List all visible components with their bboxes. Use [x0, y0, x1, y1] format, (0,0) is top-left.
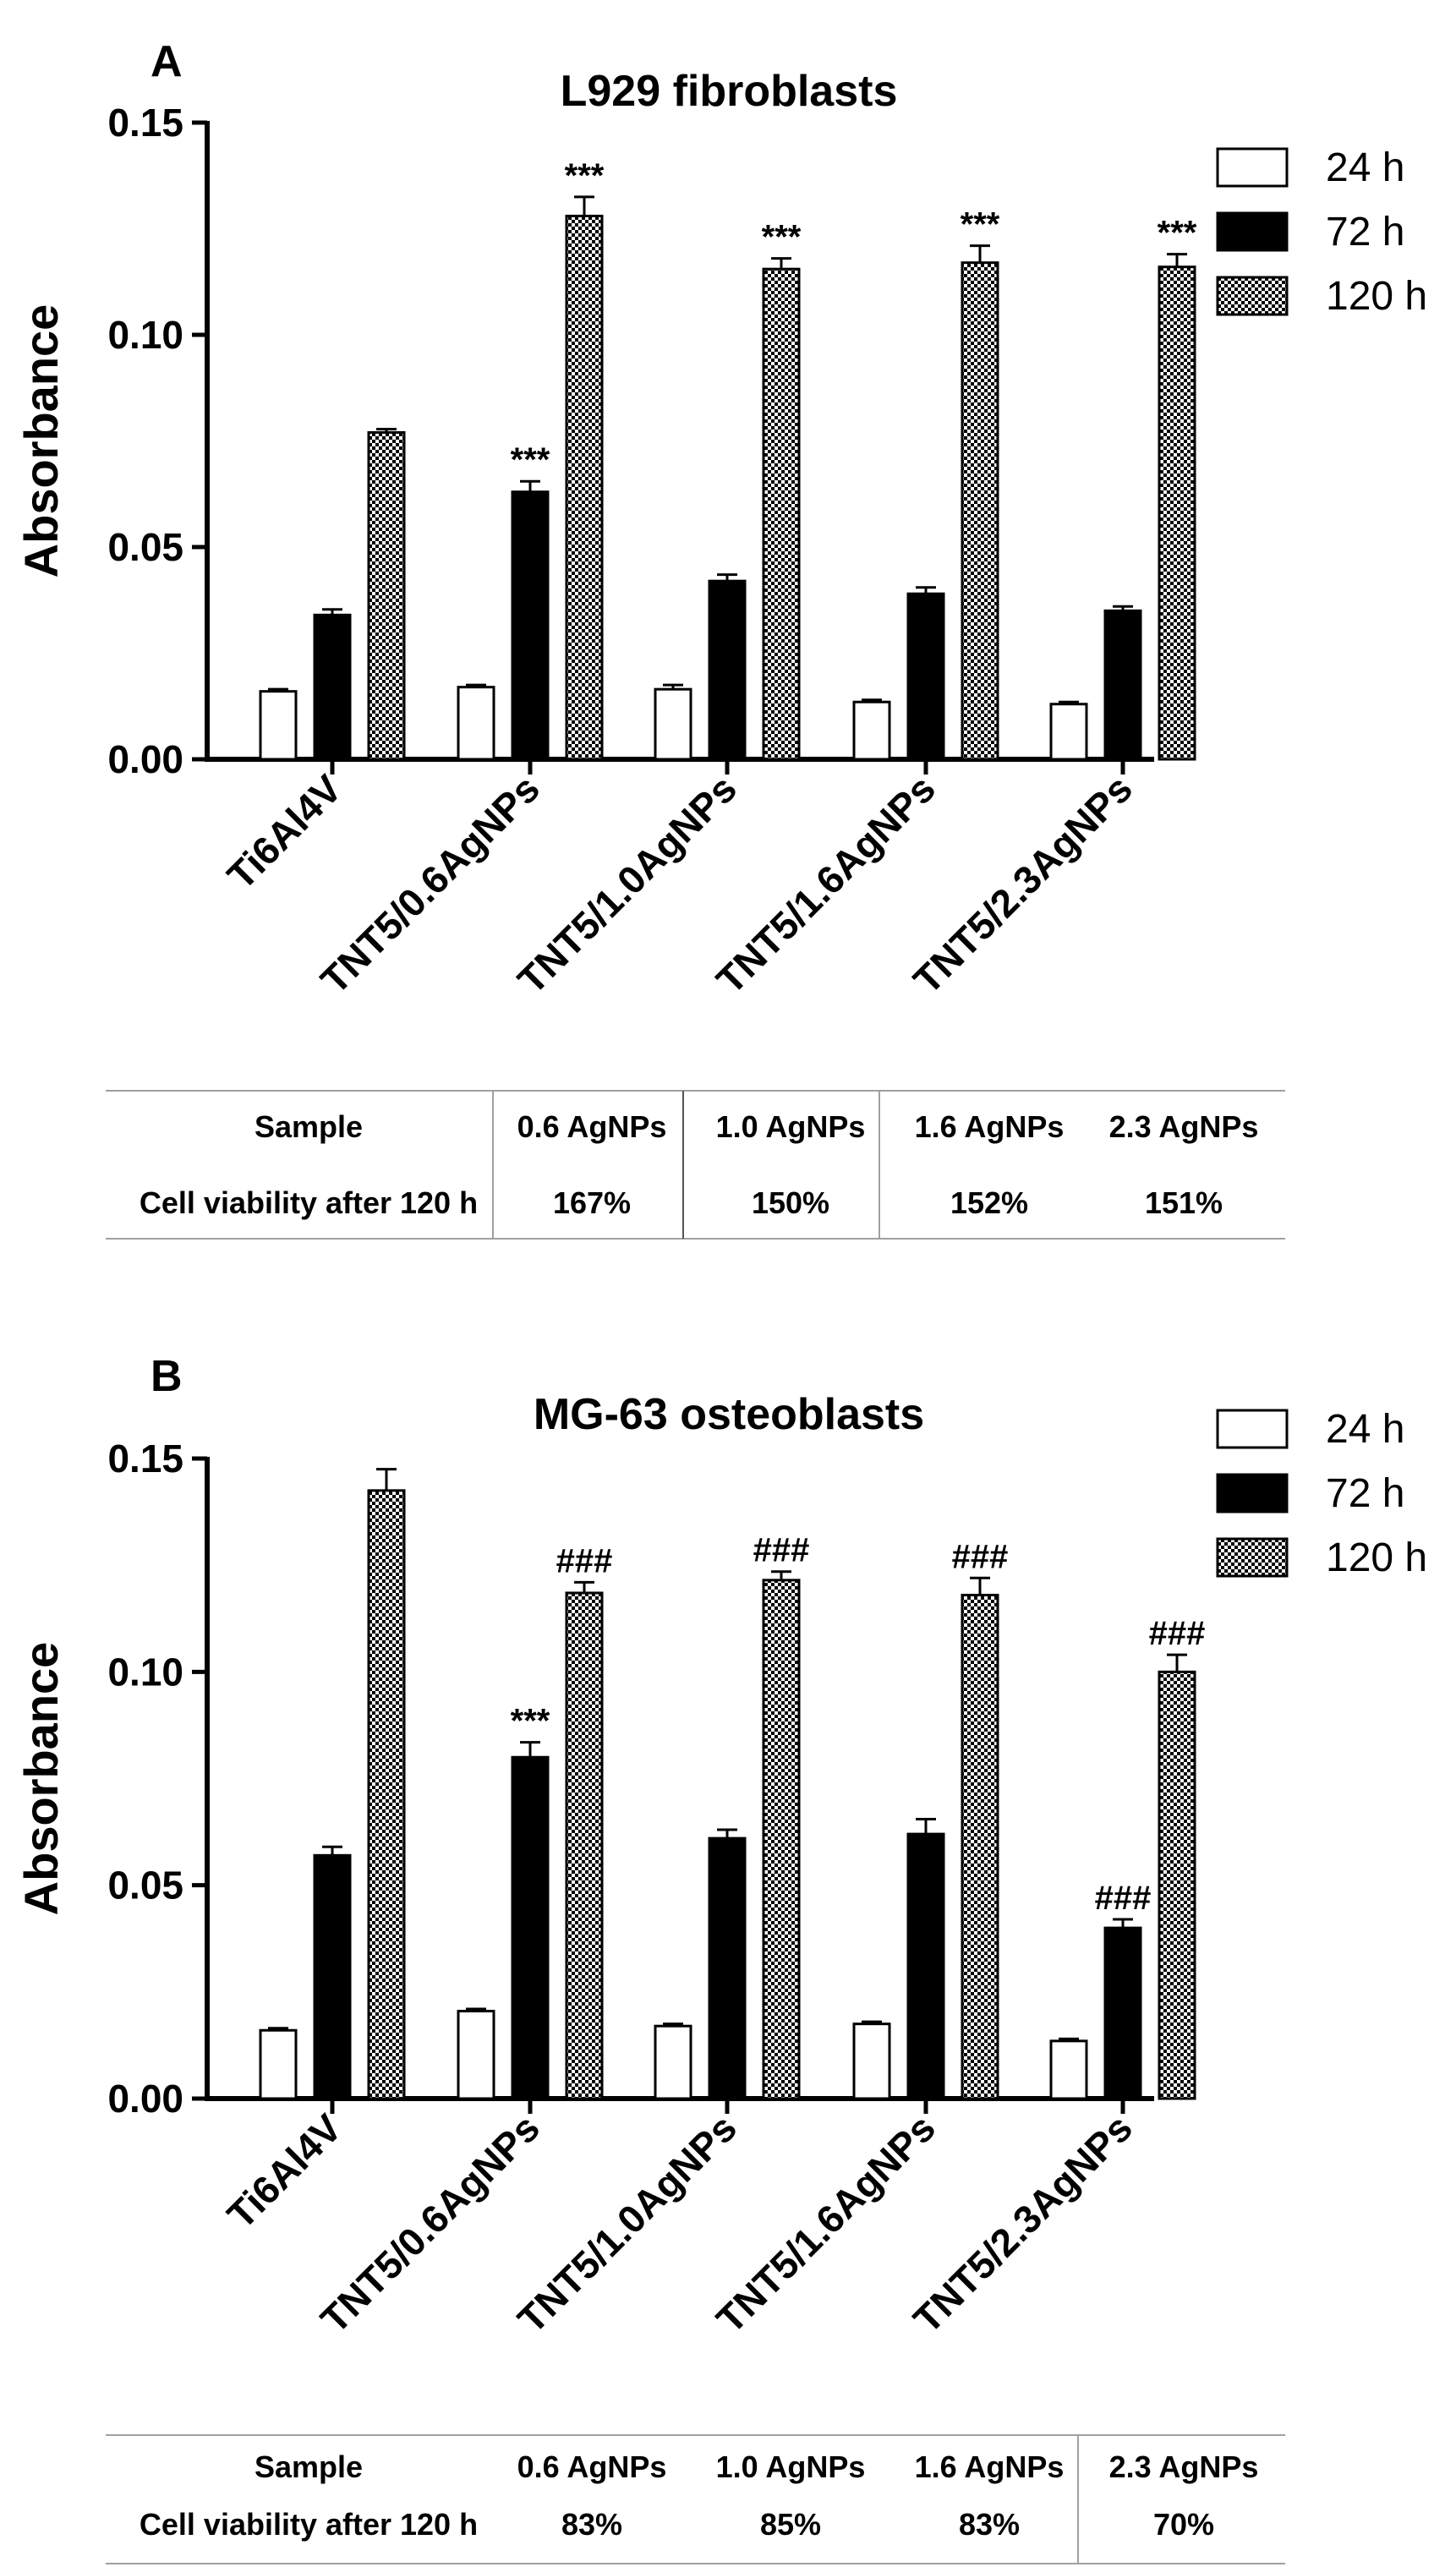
significance-label: ### [556, 1542, 613, 1579]
bar-72h-4 [1103, 609, 1142, 761]
bar-120h-3 [961, 261, 999, 761]
table-column-header: 0.6 AgNPs [517, 2449, 667, 2484]
bar-72h-3 [906, 592, 945, 761]
bar-120h-2 [762, 267, 801, 761]
table-cell-value: 152% [950, 1185, 1028, 1220]
y-axis-label: Absorbance [14, 304, 68, 578]
x-tick-label: Ti6Al4V [219, 2105, 351, 2237]
table-column-header: 2.3 AgNPs [1109, 1109, 1259, 1144]
chart-panel-a: A L929 fibroblasts Absorbance 0.00 0.05 0.10 0… [14, 37, 1427, 1240]
legend-entry: 24 h [1326, 145, 1404, 190]
bar-72h-0 [313, 1853, 352, 2100]
table-column-header: 1.0 AgNPs [716, 2449, 866, 2484]
table-row-label: Cell viability after 120 h [140, 1185, 478, 1220]
y-tick-label: 0.00 [107, 737, 183, 781]
viability-table: Sample Cell viability after 120 h 0.6 AgNP… [106, 1090, 1285, 1240]
bar-72h-2 [708, 1836, 747, 2100]
y-tick-label: 0.10 [107, 313, 183, 357]
significance-label: ### [753, 1532, 810, 1569]
legend-swatch [1216, 211, 1289, 252]
bar-24h-3 [852, 2022, 891, 2100]
significance-label: *** [1158, 215, 1197, 252]
x-tick-label: TNT5/1.0AgNPs [509, 766, 745, 1002]
legend-swatch [1216, 147, 1289, 188]
x-tick-label: TNT5/2.3AgNPs [905, 766, 1141, 1002]
x-tick-label: TNT5/2.3AgNPs [905, 2105, 1141, 2341]
bar-120h-4 [1158, 265, 1196, 761]
bar-72h-2 [708, 579, 747, 761]
significance-label: *** [565, 157, 605, 194]
table-column-header: 2.3 AgNPs [1109, 2449, 1259, 2484]
table-header-label: Sample [255, 2449, 363, 2484]
panel-letter: B [151, 1352, 183, 1401]
table-column-header: 1.6 AgNPs [915, 2449, 1065, 2484]
legend-entry: 72 h [1326, 1471, 1404, 1516]
legend-entry: 120 h [1326, 274, 1427, 319]
table-column-header: 1.6 AgNPs [915, 1109, 1065, 1144]
legend-swatch [1216, 276, 1289, 316]
y-axis-label: Absorbance [14, 1642, 68, 1916]
significance-label: ### [1095, 1880, 1152, 1917]
bar-24h-2 [654, 2024, 692, 2100]
table-column-header: 1.0 AgNPs [716, 1109, 866, 1144]
significance-label: *** [511, 441, 550, 479]
legend-entry: 24 h [1326, 1407, 1404, 1452]
bar-24h-4 [1049, 2039, 1088, 2100]
table-cell-value: 83% [561, 2507, 622, 2542]
table-cell-value: 167% [553, 1185, 631, 1220]
bar-24h-0 [259, 2028, 298, 2100]
y-tick-label: 0.15 [107, 101, 183, 145]
bar-24h-2 [654, 687, 692, 761]
bar-24h-0 [259, 690, 298, 761]
legend-entry: 72 h [1326, 210, 1404, 255]
x-tick-label: Ti6Al4V [219, 766, 351, 898]
bar-24h-1 [457, 2010, 495, 2100]
legend-swatch [1216, 1409, 1289, 1449]
bar-120h-1 [565, 214, 604, 761]
bar-120h-0 [367, 1489, 406, 2100]
bar-120h-2 [762, 1579, 801, 2100]
table-cell-value: 83% [959, 2507, 1020, 2542]
bar-120h-1 [565, 1591, 604, 2100]
significance-label: ### [952, 1538, 1009, 1575]
bar-120h-0 [367, 430, 406, 761]
bar-24h-1 [457, 686, 495, 761]
x-tick-label: TNT5/1.0AgNPs [509, 2105, 745, 2341]
chart-title: MG-63 osteoblasts [534, 1390, 924, 1439]
bar-24h-4 [1049, 703, 1088, 761]
significance-label: *** [511, 1703, 550, 1740]
legend-swatch [1216, 1537, 1289, 1578]
y-tick-label: 0.15 [107, 1437, 183, 1481]
viability-table: Sample Cell viability after 120 h 0.6 AgNP… [106, 2434, 1285, 2564]
significance-label: *** [762, 219, 802, 256]
bar-72h-1 [511, 1755, 550, 2100]
table-cell-value: 150% [752, 1185, 829, 1220]
table-header-label: Sample [255, 1109, 363, 1144]
chart-panel-b: B MG-63 osteoblasts Absorbance 0.00 0.05 0.10… [14, 1352, 1427, 2564]
table-cell-value: 85% [760, 2507, 821, 2542]
chart-title: L929 fibroblasts [561, 67, 898, 116]
bar-72h-0 [313, 613, 352, 761]
y-tick-label: 0.05 [107, 525, 183, 569]
panel-letter: A [151, 37, 183, 86]
significance-label: ### [1149, 1615, 1206, 1652]
bar-72h-1 [511, 490, 550, 761]
bar-120h-4 [1158, 1670, 1196, 2100]
bar-24h-3 [852, 700, 891, 761]
table-row-label: Cell viability after 120 h [140, 2507, 478, 2542]
y-tick-label: 0.05 [107, 1864, 183, 1907]
significance-label: *** [961, 206, 1000, 244]
bar-72h-3 [906, 1832, 945, 2100]
table-cell-value: 151% [1145, 1185, 1223, 1220]
legend-entry: 120 h [1326, 1535, 1427, 1580]
legend-swatch [1216, 1473, 1289, 1513]
bar-120h-3 [961, 1593, 999, 2100]
y-tick-label: 0.10 [107, 1650, 183, 1694]
table-cell-value: 70% [1153, 2507, 1214, 2542]
y-tick-label: 0.00 [107, 2077, 183, 2121]
table-column-header: 0.6 AgNPs [517, 1109, 667, 1144]
bar-72h-4 [1103, 1926, 1142, 2100]
